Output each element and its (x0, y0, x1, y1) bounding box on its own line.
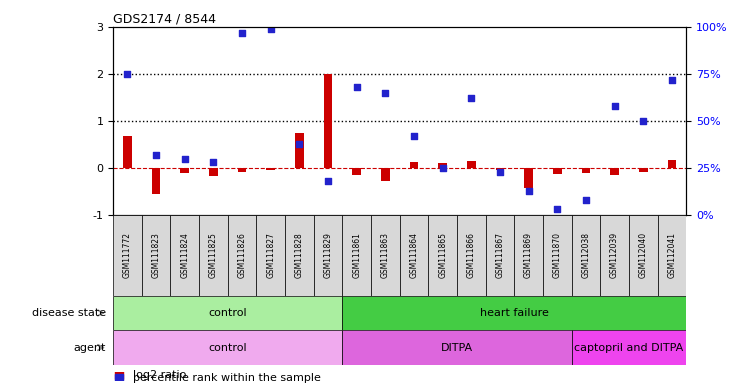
Point (150, 152, 162, 158)
Bar (457, 215, 485, 296)
Text: percentile rank within the sample: percentile rank within the sample (134, 373, 321, 383)
Text: GSM111826: GSM111826 (237, 232, 247, 278)
Bar (485, 215, 514, 296)
Text: GSM111870: GSM111870 (553, 232, 562, 278)
Bar (524, 168, 533, 188)
Point (207, 159, 219, 166)
Point (666, 76, 677, 83)
Text: GSM111861: GSM111861 (352, 232, 361, 278)
Text: GSM111772: GSM111772 (123, 232, 132, 278)
Bar (429, 215, 457, 296)
Text: GSM112038: GSM112038 (581, 232, 591, 278)
Bar (582, 168, 591, 173)
Text: GSM111828: GSM111828 (295, 232, 304, 278)
Text: control: control (209, 343, 247, 353)
Bar (323, 74, 332, 168)
Text: GSM111869: GSM111869 (524, 232, 533, 278)
Text: disease state: disease state (31, 308, 106, 318)
Bar (639, 168, 648, 172)
Bar (629, 215, 658, 296)
Bar (572, 215, 600, 296)
Point (265, 26, 277, 32)
Bar (180, 168, 189, 173)
Text: GSM112040: GSM112040 (639, 232, 648, 278)
Point (551, 206, 563, 212)
Bar (572, 330, 686, 365)
Bar (199, 215, 228, 296)
Point (237, 30, 248, 36)
Bar (113, 296, 342, 330)
Bar (209, 168, 218, 177)
Text: GSM111827: GSM111827 (266, 232, 275, 278)
Text: GSM111864: GSM111864 (410, 232, 418, 278)
Bar (295, 133, 304, 168)
Bar (256, 215, 285, 296)
Text: GSM111866: GSM111866 (466, 232, 476, 278)
Point (523, 187, 534, 194)
Point (322, 178, 334, 184)
Text: heart failure: heart failure (480, 308, 549, 318)
Text: GSM111824: GSM111824 (180, 232, 189, 278)
Bar (553, 168, 561, 174)
Bar (228, 215, 256, 296)
Bar (238, 168, 247, 172)
Bar (400, 215, 429, 296)
Bar (113, 215, 142, 296)
Bar (266, 168, 275, 170)
Point (380, 90, 391, 96)
Bar (142, 215, 171, 296)
Point (580, 197, 592, 203)
Bar (543, 215, 572, 296)
Bar (600, 215, 629, 296)
Point (466, 95, 477, 101)
Text: GSM111829: GSM111829 (323, 232, 333, 278)
Point (609, 103, 620, 109)
Bar (353, 168, 361, 175)
Text: agent: agent (74, 343, 106, 353)
Point (637, 118, 649, 124)
Bar (171, 215, 199, 296)
Bar (610, 168, 619, 175)
Point (408, 133, 420, 139)
Bar (496, 168, 504, 170)
Bar (113, 330, 342, 365)
Text: GSM112041: GSM112041 (667, 232, 677, 278)
Bar (438, 163, 447, 168)
Text: control: control (209, 308, 247, 318)
Bar (342, 296, 686, 330)
Point (494, 169, 506, 175)
Bar (371, 215, 400, 296)
Text: GSM112039: GSM112039 (610, 232, 619, 278)
Text: GSM111867: GSM111867 (496, 232, 504, 278)
Bar (342, 330, 572, 365)
Bar (123, 136, 132, 168)
Bar (285, 215, 314, 296)
Point (293, 141, 305, 147)
Bar (381, 168, 390, 181)
Bar (152, 168, 161, 194)
Bar (467, 161, 476, 168)
Text: GSM111865: GSM111865 (438, 232, 447, 278)
Text: DITPA: DITPA (441, 343, 473, 353)
Bar (342, 215, 371, 296)
Text: captopril and DITPA: captopril and DITPA (575, 343, 683, 353)
Bar (314, 215, 342, 296)
Text: GSM111823: GSM111823 (152, 232, 161, 278)
Point (351, 84, 363, 90)
Bar (658, 215, 686, 296)
Point (122, 71, 134, 77)
Point (179, 156, 191, 162)
Bar (667, 159, 676, 168)
Text: GDS2174 / 8544: GDS2174 / 8544 (113, 13, 216, 26)
Text: log2 ratio: log2 ratio (134, 370, 187, 380)
Bar (514, 215, 543, 296)
Text: GSM111825: GSM111825 (209, 232, 218, 278)
Text: GSM111863: GSM111863 (381, 232, 390, 278)
Point (437, 165, 448, 171)
Bar (410, 162, 418, 168)
